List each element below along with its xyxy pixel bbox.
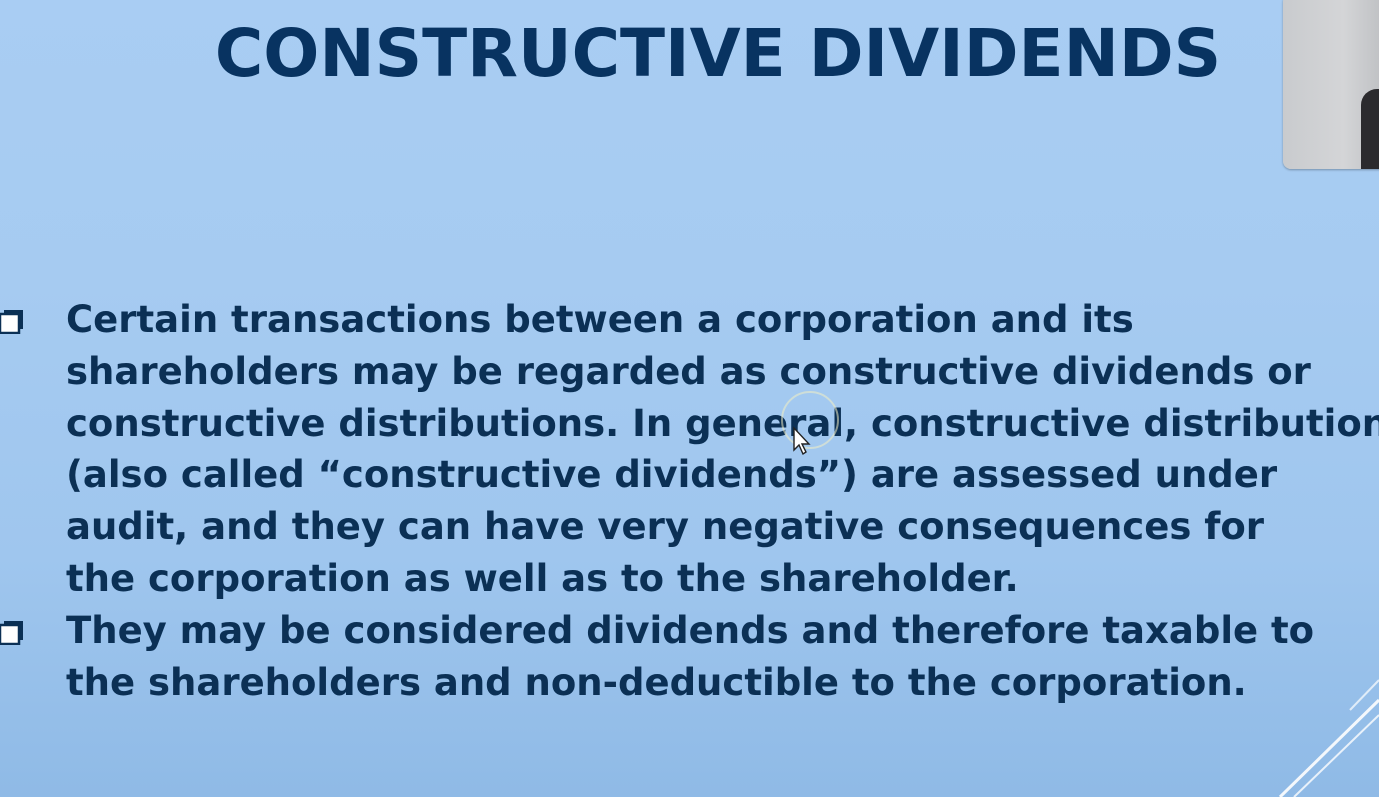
- checkbox-square-icon: [0, 310, 23, 334]
- bullet-line: Certain transactions between a corporati…: [66, 298, 1134, 341]
- bullet-line: constructive distributions. In general, …: [66, 401, 1379, 445]
- bullet-line: audit, and they can have very negative c…: [66, 505, 1265, 549]
- bullet-line: (also called “constructive dividends”) a…: [66, 453, 1278, 497]
- decorative-lines: [1278, 679, 1379, 797]
- bullet-line: the shareholders and non-deductible to t…: [66, 660, 1247, 704]
- presenter-webcam-thumbnail: [1283, 0, 1379, 169]
- mouse-pointer-icon: [781, 391, 839, 456]
- bullet-line: shareholders may be regarded as construc…: [66, 349, 1311, 393]
- checkbox-square-icon: [0, 620, 23, 645]
- bullet-line: They may be considered dividends and the…: [66, 608, 1315, 652]
- slide-title: CONSTRUCTIVE DIVIDENDS: [214, 15, 1222, 92]
- bullet-list: Certain transactions between a corporati…: [0, 294, 1379, 708]
- bullet-item: They may be considered dividends and the…: [0, 605, 1379, 709]
- presenter-figure: [1361, 89, 1379, 169]
- bullet-line: the corporation as well as to the shareh…: [66, 556, 1019, 600]
- bullet-item: Certain transactions between a corporati…: [0, 294, 1379, 605]
